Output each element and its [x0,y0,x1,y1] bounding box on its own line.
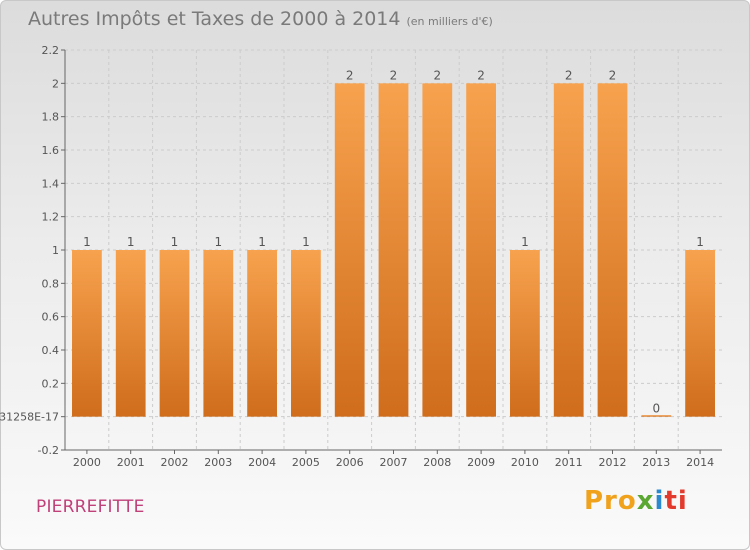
bar [378,83,409,417]
data-label: 2 [433,68,441,82]
x-tick-label: 2004 [248,456,276,469]
x-tick-label: 2005 [292,456,320,469]
data-label: 1 [302,235,310,249]
x-tick-label: 2001 [117,456,145,469]
bar [466,83,496,417]
bar [641,415,672,417]
y-tick-label: 2.2 [42,44,60,57]
bar [334,83,365,417]
x-tick-label: 2006 [336,456,364,469]
bar [115,250,146,417]
x-tick-label: 2002 [161,456,189,469]
bar [247,250,277,417]
y-tick-label: 0.6 [42,311,60,324]
data-label: 2 [477,68,485,82]
x-tick-label: 2008 [423,456,451,469]
chart-subtitle: (en milliers d'€) [406,15,493,28]
y-tick-label: 2 [52,77,59,90]
x-tick-label: 2009 [467,456,495,469]
logo-part-4: ti [664,486,688,516]
x-tick-label: 2011 [555,456,583,469]
y-tick-label: -5.5511151231258E-17 [0,411,59,424]
y-tick-label: 1.8 [42,111,60,124]
bar [72,250,102,417]
x-tick-label: 2010 [511,456,539,469]
x-tick-label: 2007 [380,456,408,469]
proxiti-logo: Proxiti [584,486,688,516]
data-label: 1 [127,235,135,249]
axes: -0.2 -5.5511151231258E-17 0.2 0.4 0.6 0.8 1 1.2… [0,44,722,469]
logo-part-1: Pro [584,486,637,516]
bar [203,250,234,417]
y-tick-label: 0.8 [42,277,60,290]
data-label: 2 [346,68,354,82]
data-label: 2 [390,68,398,82]
data-label: 1 [171,235,179,249]
bar [159,250,190,417]
y-tick-label: 1 [52,244,59,257]
data-label: 2 [609,68,617,82]
y-tick-label: 1.6 [42,144,60,157]
data-label: 1 [83,235,91,249]
bars [72,83,715,417]
y-tick-label: -0.2 [38,444,59,457]
bar [685,250,715,417]
x-tick-label: 2012 [599,456,627,469]
y-tick-label: 0.4 [42,344,60,357]
data-label: 1 [214,235,222,249]
data-label: 2 [565,68,573,82]
y-tick-label: 1.2 [42,211,60,224]
logo-part-2: x [636,486,655,516]
data-label: 1 [258,235,266,249]
chart-title: Autres Impôts et Taxes de 2000 à 2014 (en… [28,8,493,30]
y-tick-label: 0.2 [42,377,60,390]
x-tick-label: 2000 [73,456,101,469]
commune-name: PIERREFITTE [36,497,145,517]
bar [553,83,584,417]
data-label: 1 [521,235,529,249]
x-tick-label: 2003 [204,456,232,469]
data-labels: 1 1 1 1 1 1 2 2 2 2 1 2 2 0 1 [83,68,704,415]
chart-title-text: Autres Impôts et Taxes de 2000 à 2014 [28,8,401,30]
y-tick-label: 1.4 [42,177,60,190]
x-tick-label: 2014 [686,456,714,469]
bar [597,83,628,417]
bar [291,250,321,417]
bar [422,83,453,417]
bar [510,250,540,417]
logo-part-3: i [654,486,665,516]
x-tick-label: 2013 [642,456,670,469]
data-label: 1 [696,235,704,249]
data-label: 0 [652,402,660,416]
